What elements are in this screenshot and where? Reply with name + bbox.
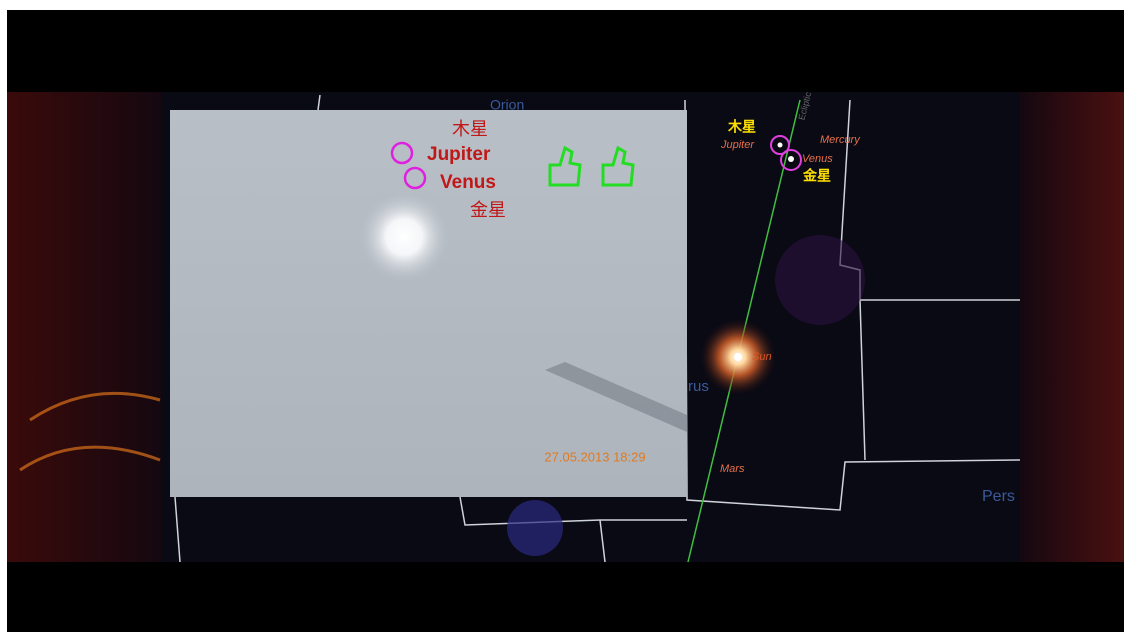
photo-sun [359, 192, 449, 282]
highlight-circle [403, 166, 427, 190]
sun-label: Sun [752, 351, 772, 363]
highlight-circle [390, 141, 414, 165]
highlight-circle [770, 135, 790, 155]
timestamp: 27.05.2013 18:29 [544, 449, 645, 464]
sun [734, 353, 742, 361]
venus-label: Venus [802, 153, 833, 165]
constellation-lines [174, 94, 1021, 563]
mars-label: Mars [720, 463, 745, 475]
mercury-label: Mercury [820, 134, 861, 146]
constellation-label: rus [688, 378, 709, 395]
jupiter-label: Jupiter [427, 144, 491, 165]
constellation-label: Orion [490, 97, 524, 113]
planet [788, 156, 794, 162]
planet [777, 142, 783, 148]
highlight-circle [780, 149, 802, 171]
jupiter-cn-label: 木星 [727, 119, 756, 135]
side-panel [7, 92, 161, 562]
jupiter-label: Jupiter [720, 139, 755, 151]
venus-cn-label: 金星 [470, 200, 506, 220]
jupiter-cn-label: 木星 [452, 119, 488, 139]
nebula [775, 235, 865, 325]
aircraft-wing [545, 362, 687, 432]
side-panel [1020, 92, 1124, 562]
venus-cn-label: 金星 [802, 168, 831, 184]
venus-label: Venus [440, 172, 496, 193]
thumbs-up-icons [548, 145, 635, 187]
constellation-label: Pers [982, 488, 1015, 505]
lens-flare [507, 500, 563, 556]
photo [170, 110, 687, 497]
swirl [19, 391, 161, 472]
